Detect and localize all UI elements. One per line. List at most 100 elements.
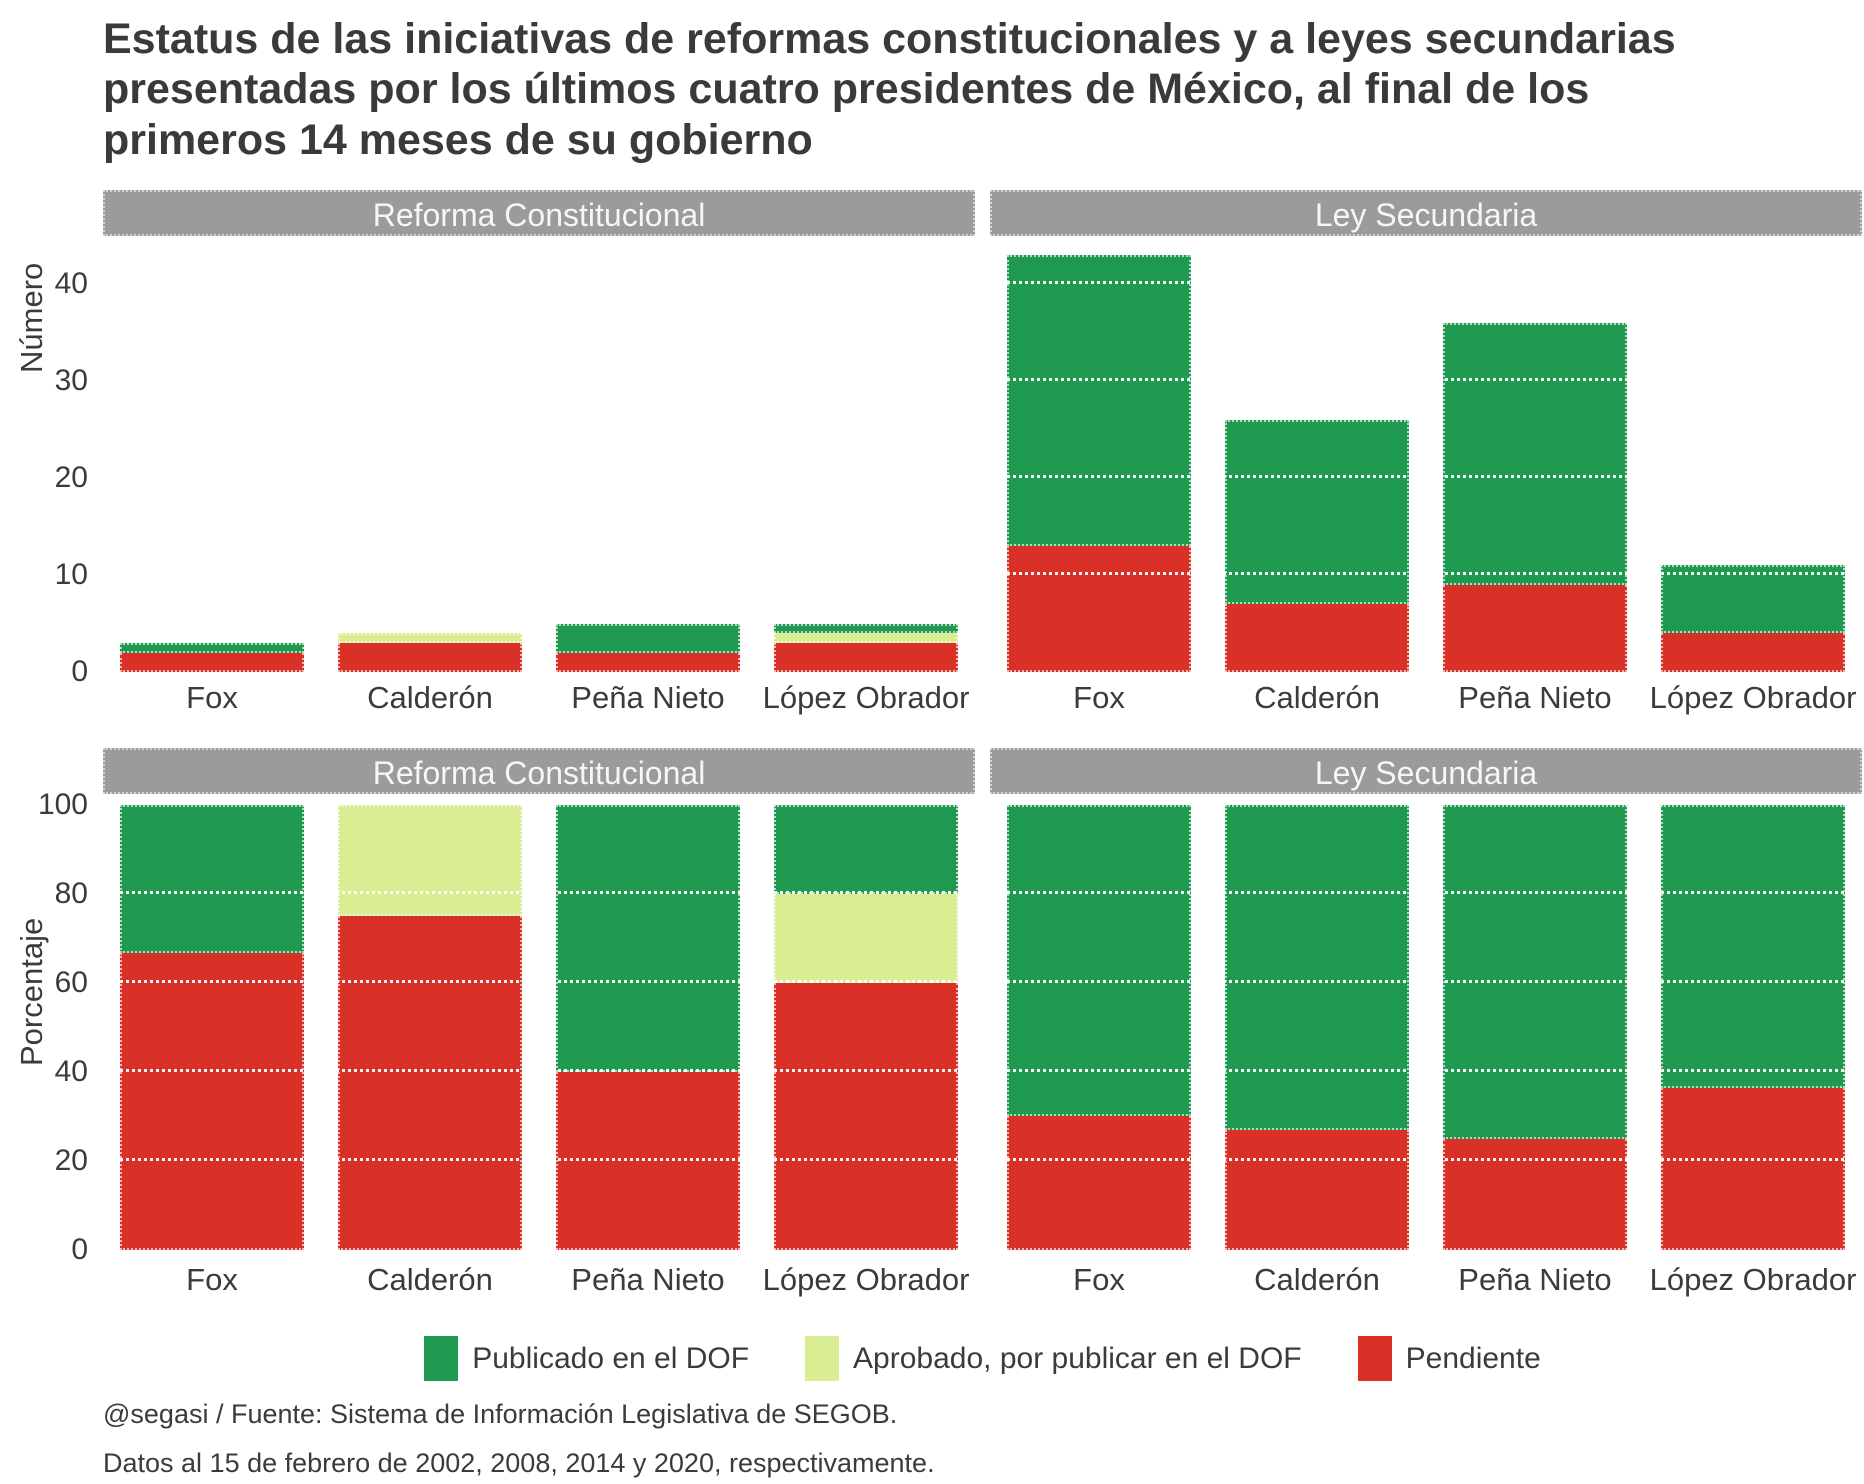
stacked-bar-calderón <box>337 236 523 672</box>
y-axis-title: Número <box>14 262 49 373</box>
segment-publicado <box>1660 805 1846 1089</box>
segment-publicado <box>1660 565 1846 634</box>
segment-publicado <box>555 805 741 1072</box>
y-tick-label: 100 <box>37 788 88 821</box>
stacked-bar-peña-nieto <box>1442 236 1628 672</box>
gridline <box>990 1069 1862 1072</box>
stacked-bar-lópez-obrador <box>1660 794 1846 1250</box>
x-tick-label: Fox <box>186 680 238 715</box>
segment-pendiente <box>555 1072 741 1250</box>
x-axis-labels: Fox Calderón Peña Nieto López Obrador <box>103 672 975 720</box>
x-axis-labels: Fox Calderón Peña Nieto López Obrador <box>990 1250 1862 1302</box>
gridline <box>990 802 1862 805</box>
stacked-bar-fox <box>119 236 305 672</box>
segment-publicado <box>1224 805 1410 1131</box>
gridline <box>990 281 1862 284</box>
segment-aprobado <box>773 894 959 983</box>
plot-panel <box>990 236 1862 672</box>
segment-pendiente <box>1006 1115 1192 1250</box>
x-tick-label: Peña Nieto <box>571 1262 725 1297</box>
x-tick-label: López Obrador <box>762 680 970 715</box>
x-tick-label: Calderón <box>1254 1262 1380 1297</box>
segment-pendiente <box>1006 545 1192 672</box>
gridline <box>103 980 975 983</box>
legend-label: Publicado en el DOF <box>472 1341 750 1375</box>
y-tick-label: 0 <box>71 655 88 688</box>
segment-pendiente <box>119 652 305 672</box>
segment-publicado <box>1006 254 1192 546</box>
stacked-bar-calderón <box>1224 236 1410 672</box>
date-caption: Datos al 15 de febrero de 2002, 2008, 20… <box>103 1448 935 1478</box>
gridline <box>103 802 975 805</box>
x-tick-label: Fox <box>1073 1262 1125 1297</box>
segment-publicado <box>773 805 959 894</box>
segment-pendiente <box>1660 633 1846 672</box>
segment-aprobado <box>337 633 523 643</box>
facet-strip-label: Ley Secundaria <box>990 748 1862 794</box>
segment-pendiente <box>773 983 959 1250</box>
stacked-bar-lópez-obrador <box>773 236 959 672</box>
x-tick-label: Peña Nieto <box>571 680 725 715</box>
stacked-bar-fox <box>1006 794 1192 1250</box>
segment-aprobado <box>773 633 959 643</box>
numero-row: Número 0 10 20 30 40 Reforma Constitucional Fox… <box>0 190 1864 726</box>
x-tick-label: Fox <box>1073 680 1125 715</box>
porcentaje-row: Porcentaje 0 20 40 60 80 100 Reforma Constituci… <box>0 748 1864 1297</box>
legend: Publicado en el DOF Aprobado, por public… <box>103 1336 1862 1381</box>
x-axis-labels: Fox Calderón Peña Nieto López Obrador <box>103 1250 975 1302</box>
segment-publicado <box>119 642 305 653</box>
segment-pendiente <box>119 953 305 1250</box>
segment-aprobado <box>337 805 523 917</box>
segment-publicado <box>1006 805 1192 1116</box>
y-tick-label: 40 <box>54 267 88 300</box>
segment-pendiente <box>1442 584 1628 672</box>
y-tick-label: 20 <box>54 461 88 494</box>
y-tick-label: 10 <box>54 558 88 591</box>
facet-strip-label: Ley Secundaria <box>990 190 1862 236</box>
legend-item-pendiente: Pendiente <box>1357 1336 1541 1381</box>
gridline <box>103 281 975 284</box>
facet-reforma-constitucional: Reforma Constitucional Fox Calderón Peña Ni… <box>103 748 975 1302</box>
legend-item-aprobado: Aprobado, por publicar en el DOF <box>805 1336 1302 1381</box>
plot-panel <box>103 794 975 1250</box>
facet-strip-label: Reforma Constitucional <box>103 748 975 794</box>
legend-label: Pendiente <box>1405 1341 1541 1375</box>
legend-label: Aprobado, por publicar en el DOF <box>853 1341 1302 1375</box>
segment-pendiente <box>1442 1138 1628 1250</box>
x-tick-label: Calderón <box>367 1262 493 1297</box>
y-tick-label: 80 <box>54 877 88 910</box>
segment-publicado <box>555 623 741 653</box>
plot-panel <box>103 236 975 672</box>
x-tick-label: Peña Nieto <box>1458 1262 1612 1297</box>
gridline <box>990 1158 1862 1161</box>
facet-strip-label: Reforma Constitucional <box>103 190 975 236</box>
pendiente-swatch-icon <box>1357 1336 1392 1381</box>
y-tick-label: 20 <box>54 1144 88 1177</box>
stacked-bar-fox <box>1006 236 1192 672</box>
publicado-swatch-icon <box>424 1336 459 1381</box>
y-tick-label: 30 <box>54 364 88 397</box>
segment-pendiente <box>1224 1130 1410 1250</box>
facet-reforma-constitucional: Reforma Constitucional Fox Calderón Peña Ni… <box>103 190 975 720</box>
aprobado-swatch-icon <box>805 1336 840 1381</box>
gridline <box>990 572 1862 575</box>
segment-publicado <box>1224 419 1410 605</box>
stacked-bar-lópez-obrador <box>1660 236 1846 672</box>
stacked-bar-fox <box>119 794 305 1250</box>
x-tick-label: Calderón <box>367 680 493 715</box>
segment-pendiente <box>773 642 959 672</box>
stacked-bar-calderón <box>337 794 523 1250</box>
x-tick-label: Peña Nieto <box>1458 680 1612 715</box>
gridline <box>103 572 975 575</box>
gridline <box>990 378 1862 381</box>
segment-publicado <box>119 805 305 954</box>
segment-publicado <box>773 623 959 634</box>
x-tick-label: Calderón <box>1254 680 1380 715</box>
segment-pendiente <box>337 642 523 672</box>
chart-title: Estatus de las iniciativas de reformas c… <box>103 15 1676 164</box>
plot-panel <box>990 794 1862 1250</box>
segment-publicado <box>1442 805 1628 1139</box>
facet-ley-secundaria: Ley Secundaria Fox Calderón Peña Nieto López… <box>990 748 1862 1302</box>
gridline <box>103 891 975 894</box>
